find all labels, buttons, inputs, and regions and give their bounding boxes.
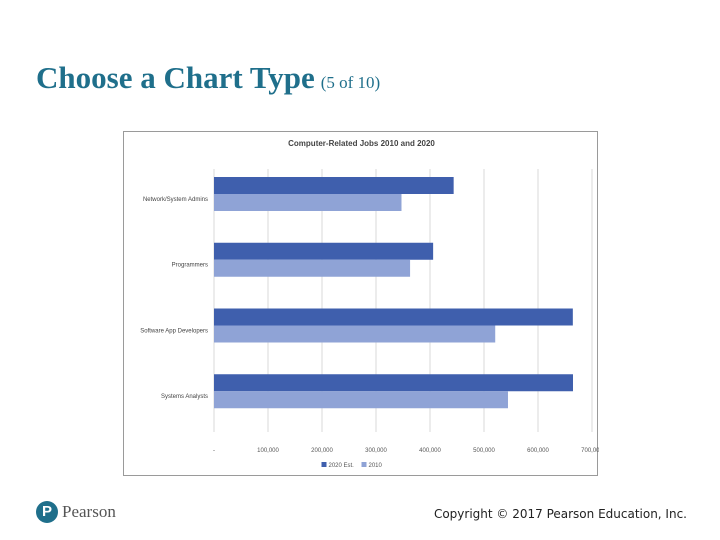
bar [214,308,573,326]
bar-chart: Computer-Related Jobs 2010 and 2020 - 100,… [140,139,599,469]
category-label: Network/System Admins [143,197,208,203]
bar [214,242,434,260]
x-tick-label: 600,000 [527,448,549,454]
pearson-logo-icon: P [36,501,58,523]
pearson-logo: P Pearson [36,501,116,523]
legend-swatch [321,462,327,467]
slide-title: Choose a Chart Type (5 of 10) [36,58,380,103]
bar [214,374,573,392]
slide-title-text: Choose a Chart Type [36,60,315,95]
x-tick-label: 700,000 [581,448,599,454]
bar [214,259,411,277]
pearson-logo-text: Pearson [62,502,116,521]
legend-label: 2020 Est. [329,463,355,469]
legend-swatch [361,462,367,467]
bar [214,391,508,409]
x-tick-label: - [213,448,215,454]
copyright-text: Copyright © 2017 Pearson Education, Inc. [433,507,687,521]
category-label: Systems Analysts [161,394,208,400]
x-tick-label: 300,000 [365,448,387,454]
bar [214,177,454,194]
x-tick-label: 500,000 [473,448,495,454]
bar [214,325,496,343]
legend-label: 2010 [369,463,383,469]
x-tick-label: 400,000 [419,448,441,454]
chart-container: Computer-Related Jobs 2010 and 2020 - 100,… [123,131,599,476]
bar [214,194,402,211]
x-tick-label: 200,000 [311,448,333,454]
slide-subtitle: (5 of 10) [320,73,381,92]
category-label: Software App Developers [140,328,208,334]
chart-title: Computer-Related Jobs 2010 and 2020 [288,139,435,148]
category-label: Programmers [172,263,208,269]
x-tick-label: 100,000 [257,448,279,454]
